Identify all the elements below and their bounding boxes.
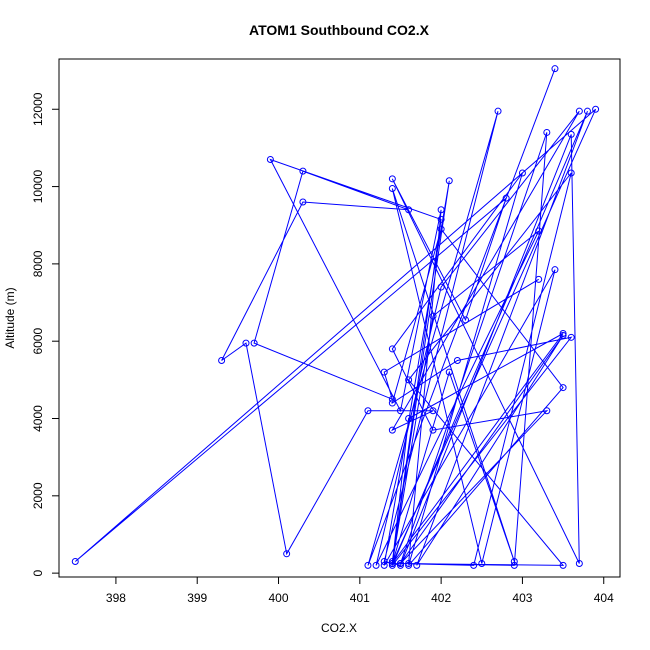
x-tick-label: 401 xyxy=(350,591,370,605)
data-point xyxy=(413,561,421,569)
data-point xyxy=(405,376,413,384)
data-point xyxy=(380,558,388,566)
data-point xyxy=(583,107,591,115)
y-axis: 0 2000 4000 6000 8000 10000 12000 xyxy=(31,92,60,576)
data-point xyxy=(388,558,396,566)
data-point xyxy=(592,105,600,113)
data-point xyxy=(388,175,396,183)
data-point xyxy=(567,333,575,341)
chart-title: ATOM1 Southbound CO2.X xyxy=(249,22,430,38)
data-point xyxy=(405,559,413,567)
y-tick-label: 10000 xyxy=(31,170,45,204)
data-point xyxy=(575,107,583,115)
data-point xyxy=(445,368,453,376)
data-point xyxy=(299,198,307,206)
data-point xyxy=(535,227,543,235)
data-point xyxy=(396,407,404,415)
data-point xyxy=(388,345,396,353)
data-point xyxy=(283,550,291,558)
plot-frame xyxy=(58,58,621,578)
series-line xyxy=(74,68,597,566)
data-point xyxy=(535,275,543,283)
data-point xyxy=(510,558,518,566)
x-tick-label: 398 xyxy=(106,591,126,605)
data-point xyxy=(429,407,437,415)
data-point xyxy=(575,559,583,567)
data-point xyxy=(218,357,226,365)
data-point xyxy=(388,399,396,407)
data-point xyxy=(396,561,404,569)
data-point xyxy=(502,194,510,202)
data-point xyxy=(380,561,388,569)
data-point xyxy=(559,331,567,339)
data-point xyxy=(242,339,250,347)
y-tick-label: 8000 xyxy=(31,250,45,277)
data-point xyxy=(559,384,567,392)
data-point xyxy=(396,559,404,567)
data-point xyxy=(405,561,413,569)
x-axis-label: CO2.X xyxy=(321,621,357,635)
y-axis-label: Altitude (m) xyxy=(3,287,17,348)
data-point xyxy=(543,407,551,415)
data-point xyxy=(567,130,575,138)
data-point xyxy=(388,185,396,192)
data-point xyxy=(551,65,559,73)
data-point xyxy=(470,561,478,569)
data-point xyxy=(405,415,413,423)
data-point xyxy=(453,357,461,365)
data-point xyxy=(388,395,396,403)
data-point xyxy=(388,426,396,434)
data-point xyxy=(494,107,502,115)
data-point xyxy=(437,206,445,214)
data-point xyxy=(364,407,372,415)
x-axis: 398 399 400 401 402 403 404 xyxy=(106,576,614,605)
data-point xyxy=(380,368,388,376)
data-point xyxy=(510,561,518,569)
data-point xyxy=(364,561,372,569)
data-point xyxy=(437,215,445,223)
x-tick-label: 403 xyxy=(512,591,532,605)
data-point xyxy=(388,561,396,569)
y-tick-label: 6000 xyxy=(31,328,45,355)
data-point xyxy=(437,283,445,291)
data-point xyxy=(559,329,567,337)
data-point xyxy=(462,316,470,324)
data-point xyxy=(266,156,274,164)
series-layer xyxy=(71,65,600,569)
data-point xyxy=(429,312,437,320)
data-point xyxy=(437,225,445,233)
data-point xyxy=(388,559,396,567)
data-point xyxy=(567,169,575,177)
data-point xyxy=(405,206,413,214)
x-tick-label: 404 xyxy=(594,591,614,605)
data-point xyxy=(429,426,437,434)
data-point xyxy=(559,561,567,569)
x-tick-label: 402 xyxy=(431,591,451,605)
data-point xyxy=(71,558,79,566)
y-tick-label: 2000 xyxy=(31,482,45,509)
data-point xyxy=(518,169,526,177)
y-tick-label: 12000 xyxy=(31,92,45,126)
x-tick-label: 399 xyxy=(187,591,207,605)
data-point xyxy=(299,167,307,175)
data-point xyxy=(478,559,486,567)
x-tick-label: 400 xyxy=(269,591,289,605)
data-point xyxy=(543,128,551,136)
y-tick-label: 0 xyxy=(31,569,45,576)
y-tick-label: 4000 xyxy=(31,405,45,432)
data-point xyxy=(445,177,453,185)
data-point xyxy=(551,266,559,274)
data-point xyxy=(372,561,380,569)
data-point xyxy=(250,339,258,347)
